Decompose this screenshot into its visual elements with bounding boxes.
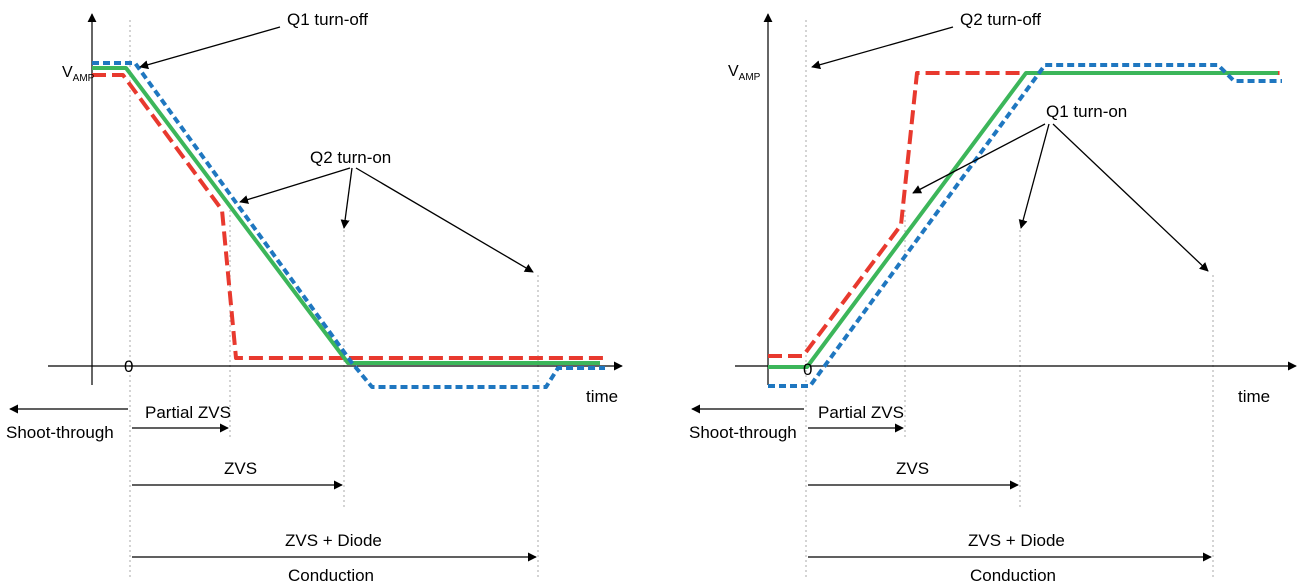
conduction-label: Conduction bbox=[970, 566, 1056, 585]
turn-on-arrow-1 bbox=[239, 167, 351, 204]
time-label: time bbox=[586, 387, 618, 406]
turn-off-arrow bbox=[139, 26, 281, 70]
time-label: time bbox=[1238, 387, 1270, 406]
conduction-label: Conduction bbox=[288, 566, 374, 585]
zvs-diode-trace bbox=[768, 63, 1282, 388]
right-panel: VAMP 0 time Q2 turn-off Q1 turn-on Shoot… bbox=[689, 10, 1297, 585]
zvs-diode-label: ZVS + Diode bbox=[968, 531, 1065, 550]
turn-on-arrow-3 bbox=[355, 167, 534, 273]
turn-off-label: Q2 turn-off bbox=[960, 10, 1041, 29]
turn-on-arrow-3 bbox=[1052, 123, 1209, 272]
origin-label: 0 bbox=[803, 360, 812, 379]
turn-on-label: Q2 turn-on bbox=[310, 148, 391, 167]
zvs-trace bbox=[768, 71, 1278, 369]
left-panel: VAMP 0 time Q1 turn-off Q2 turn-on Shoot… bbox=[6, 10, 623, 585]
zvs-diode-trace bbox=[92, 61, 605, 389]
turn-on-arrow-2 bbox=[340, 167, 353, 229]
turn-on-arrow-1 bbox=[912, 123, 1046, 194]
shoot-through-label: Shoot-through bbox=[689, 423, 797, 442]
partial-zvs-trace bbox=[92, 73, 605, 360]
vamp-label: VAMP bbox=[62, 64, 95, 84]
zvs-trace bbox=[92, 66, 600, 365]
zvs-diode-label: ZVS + Diode bbox=[285, 531, 382, 550]
turn-on-arrow-2 bbox=[1018, 123, 1050, 229]
partial-zvs-label: Partial ZVS bbox=[145, 403, 231, 422]
zvs-label: ZVS bbox=[896, 459, 929, 478]
origin-label: 0 bbox=[124, 357, 133, 376]
vamp-label: VAMP bbox=[728, 63, 761, 83]
zvs-label: ZVS bbox=[224, 459, 257, 478]
partial-zvs-label: Partial ZVS bbox=[818, 403, 904, 422]
turn-off-label: Q1 turn-off bbox=[287, 10, 368, 29]
turn-off-arrow bbox=[811, 26, 954, 70]
turn-on-label: Q1 turn-on bbox=[1046, 102, 1127, 121]
shoot-through-label: Shoot-through bbox=[6, 423, 114, 442]
